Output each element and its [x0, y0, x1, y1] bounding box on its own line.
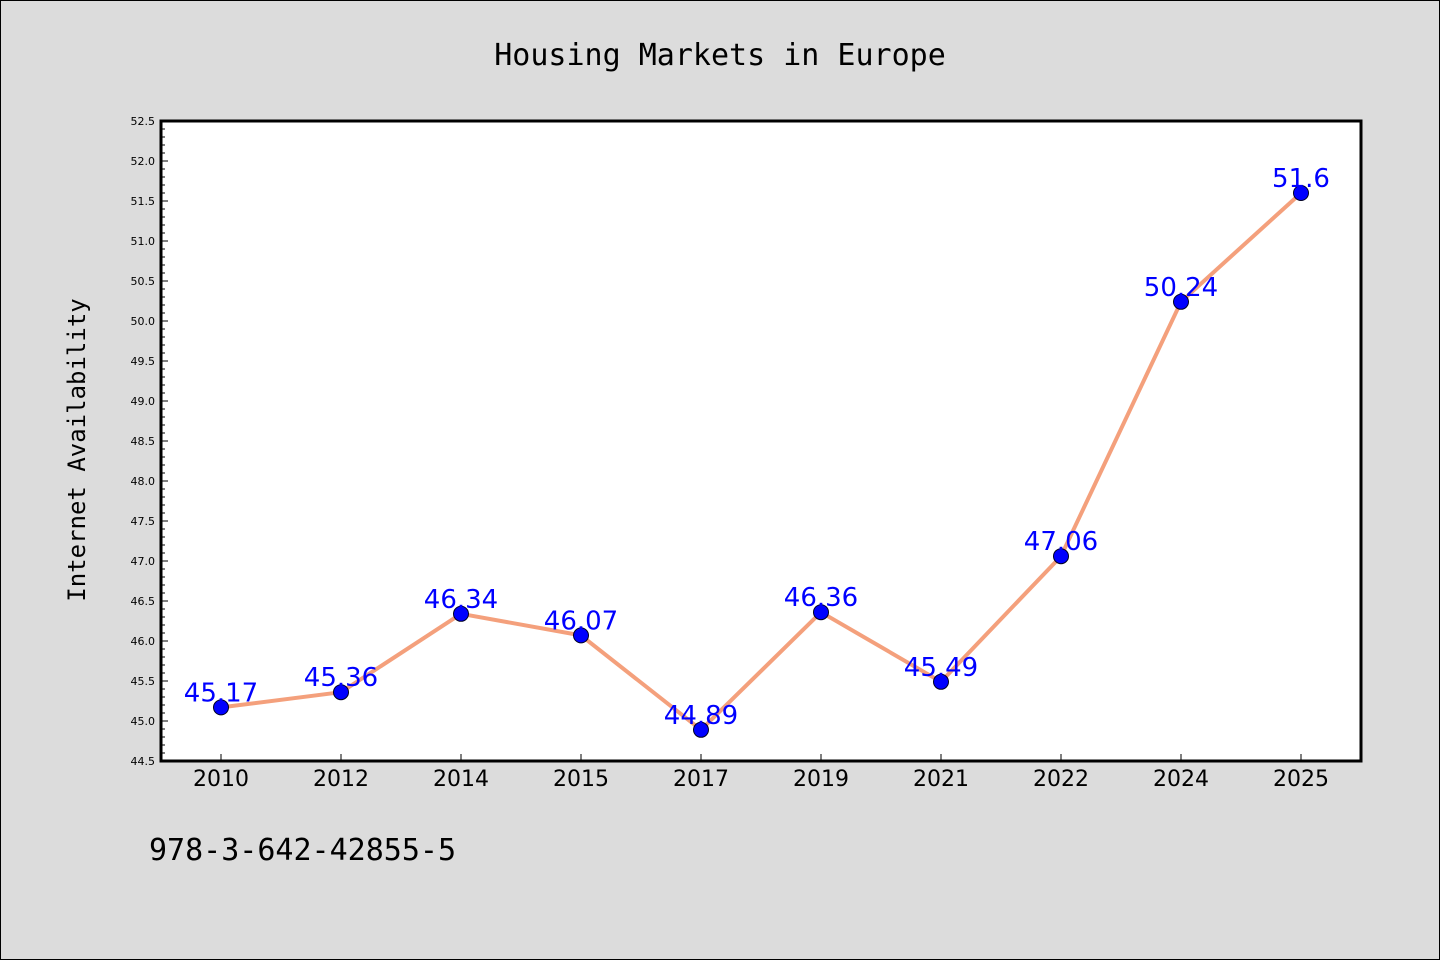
series-group: 45.17 45.36 46.34 46.07 44.89 46.36 45.49 47.06… [184, 164, 1330, 738]
data-label: 46.36 [784, 583, 858, 613]
y-tick-label: 51.0 [131, 235, 156, 248]
y-tick-label: 47.5 [131, 515, 156, 528]
x-tick-label: 2025 [1273, 767, 1329, 792]
y-tick-label: 44.5 [131, 755, 156, 768]
x-tick-label: 2017 [673, 767, 729, 792]
data-label: 46.07 [544, 606, 618, 636]
data-point [213, 699, 229, 716]
data-point [1293, 185, 1309, 201]
data-point [693, 721, 709, 738]
data-point [813, 604, 829, 621]
y-tick-label: 50.5 [131, 275, 156, 288]
data-point [333, 684, 349, 701]
data-label: 46.34 [424, 585, 498, 615]
data-label: 45.17 [184, 678, 258, 708]
y-axis-label: Internet Availability [63, 298, 91, 601]
data-label: 51.6 [1272, 164, 1330, 194]
data-point [573, 627, 589, 644]
data-point [1173, 293, 1189, 310]
x-tick-label: 2014 [433, 767, 489, 792]
y-tick-label: 49.0 [131, 395, 156, 408]
y-tick-label: 49.5 [131, 355, 156, 368]
plot-area [159, 119, 1363, 763]
x-tick-label: 2012 [313, 767, 369, 792]
x-tick-label: 2010 [193, 767, 249, 792]
x-tick-label: 2019 [793, 767, 849, 792]
y-axis: 44.5 45.0 45.5 46.0 46.5 47.0 47.5 48.0 48.5 49.0… [131, 115, 168, 768]
data-label: 47.06 [1024, 527, 1098, 557]
isbn-footer: 978-3-642-42855-5 [149, 833, 457, 868]
x-tick-label: 2021 [913, 767, 969, 792]
x-tick-label: 2015 [553, 767, 609, 792]
y-tick-label: 51.5 [131, 195, 156, 208]
data-label: 45.36 [304, 663, 378, 693]
data-point [933, 673, 949, 690]
y-tick-label: 45.5 [131, 675, 156, 688]
data-point [453, 605, 469, 622]
y-tick-label: 47.0 [131, 555, 156, 568]
x-axis: 2010 2012 2014 2015 2017 2019 2021 2022 2024 2025 [193, 754, 1329, 792]
series-line [220, 191, 1303, 732]
y-tick-label: 46.5 [131, 595, 156, 608]
data-point [1053, 548, 1069, 565]
y-tick-label: 50.0 [131, 315, 156, 328]
y-tick-label: 48.0 [131, 475, 156, 488]
y-tick-label: 48.5 [131, 435, 156, 448]
y-tick-label: 45.0 [131, 715, 156, 728]
x-tick-label: 2022 [1033, 767, 1089, 792]
y-tick-label: 52.5 [131, 115, 156, 128]
data-label: 44.89 [664, 701, 738, 731]
data-label: 50.24 [1144, 273, 1218, 303]
data-label: 45.49 [904, 653, 978, 683]
y-tick-label: 46.0 [131, 635, 156, 648]
y-tick-label: 52.0 [131, 155, 156, 168]
x-tick-label: 2024 [1153, 767, 1209, 792]
chart-title: Housing Markets in Europe [494, 38, 946, 73]
